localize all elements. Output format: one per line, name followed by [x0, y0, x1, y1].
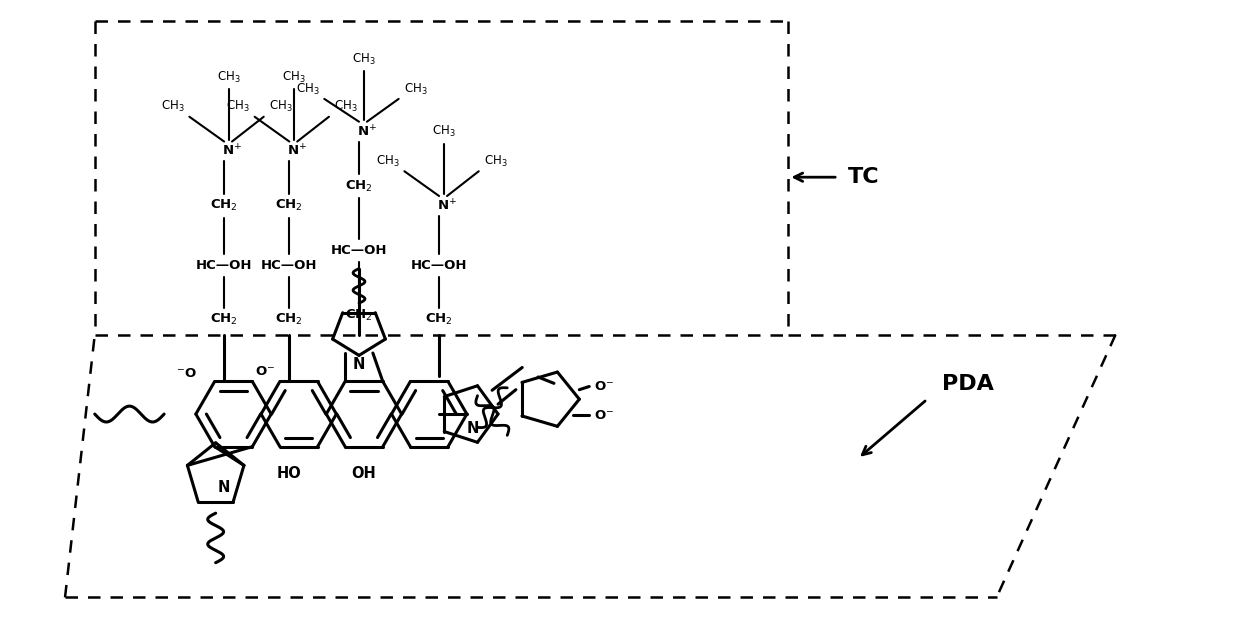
Text: CH$_2$: CH$_2$ — [345, 178, 373, 194]
Text: N$^{+}$: N$^{+}$ — [436, 198, 458, 214]
Text: OH: OH — [352, 466, 376, 481]
Text: CH$_2$: CH$_2$ — [210, 198, 238, 214]
Text: CH$_2$: CH$_2$ — [275, 198, 304, 214]
Text: CH$_3$: CH$_3$ — [269, 99, 293, 115]
Text: O$^{-}$: O$^{-}$ — [594, 409, 614, 422]
Text: CH$_3$: CH$_3$ — [403, 82, 428, 97]
Text: N: N — [217, 480, 229, 495]
Text: O$^{-}$: O$^{-}$ — [254, 365, 275, 378]
Text: TC: TC — [848, 167, 879, 187]
Text: CH$_2$: CH$_2$ — [275, 313, 304, 327]
Text: HC—OH: HC—OH — [331, 244, 387, 257]
Text: CH$_3$: CH$_3$ — [283, 69, 306, 85]
Text: HC—OH: HC—OH — [262, 259, 317, 272]
Text: CH$_3$: CH$_3$ — [376, 154, 399, 169]
Text: N: N — [353, 357, 366, 372]
Text: CH$_3$: CH$_3$ — [217, 69, 241, 85]
Text: N$^{+}$: N$^{+}$ — [222, 144, 242, 159]
Text: CH$_3$: CH$_3$ — [484, 154, 507, 169]
Text: CH$_2$: CH$_2$ — [345, 308, 373, 322]
Text: CH$_2$: CH$_2$ — [425, 313, 453, 327]
Text: CH$_3$: CH$_3$ — [226, 99, 249, 115]
Text: HO: HO — [277, 466, 301, 481]
Text: CH$_3$: CH$_3$ — [295, 82, 320, 97]
Text: CH$_3$: CH$_3$ — [352, 52, 376, 67]
Text: HC—OH: HC—OH — [196, 259, 252, 272]
Text: CH$_3$: CH$_3$ — [433, 124, 456, 139]
Text: CH$_2$: CH$_2$ — [210, 313, 238, 327]
Text: N: N — [467, 422, 480, 436]
Text: N$^{+}$: N$^{+}$ — [288, 144, 308, 159]
Text: N$^{+}$: N$^{+}$ — [357, 124, 377, 139]
Text: PDA: PDA — [942, 374, 994, 394]
Text: CH$_3$: CH$_3$ — [334, 99, 357, 115]
Text: CH$_3$: CH$_3$ — [161, 99, 185, 115]
Text: O$^{-}$: O$^{-}$ — [594, 380, 614, 393]
Text: HC—OH: HC—OH — [410, 259, 467, 272]
Text: $^{-}$O: $^{-}$O — [176, 367, 197, 380]
